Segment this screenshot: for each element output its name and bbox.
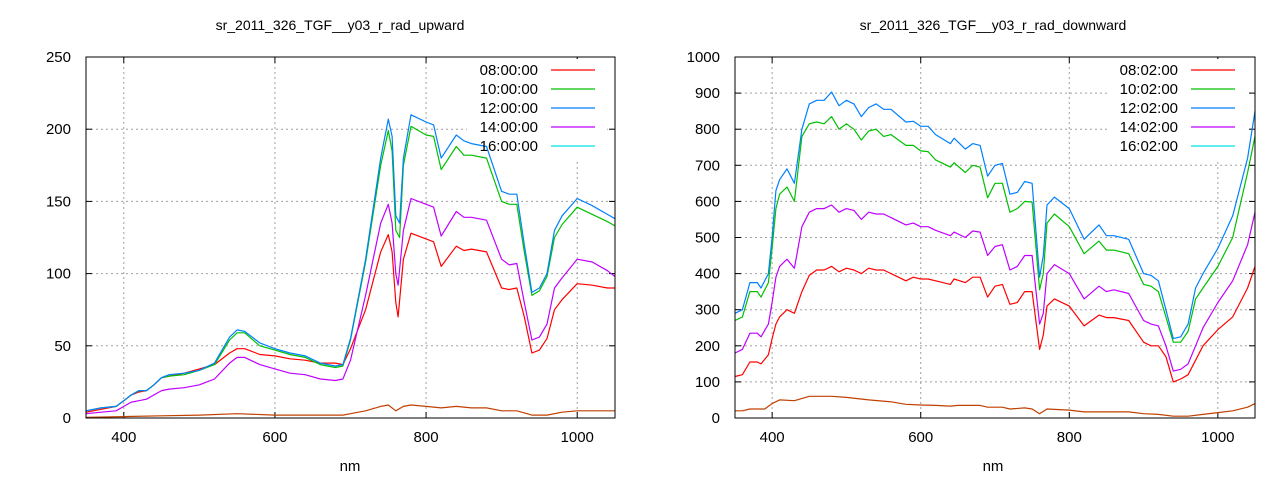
y-tick-label: 100 [695,374,720,391]
series-line-140000 [85,197,616,415]
y-tick-label: 100 [46,266,71,283]
series-line-120200 [734,91,1256,340]
y-tick-label: 500 [695,230,720,247]
y-tick-label: 0 [63,410,71,427]
series-line-120000 [85,114,616,412]
x-tick-label: 400 [760,429,785,446]
y-tick-label: 200 [695,338,720,355]
x-axis-label: nm [983,458,1004,475]
series-line-100000 [85,125,616,412]
y-tick-label: 0 [712,410,720,427]
x-tick-label: 1000 [1201,429,1234,446]
x-tick-label: 1000 [561,429,594,446]
legend-label: 16:02:00 [1120,138,1178,155]
y-tick-label: 400 [695,266,720,283]
series-line-140200 [734,204,1256,372]
x-tick-label: 800 [414,429,439,446]
plot-border [734,56,1256,419]
x-axis-label: nm [340,458,361,475]
legend-label: 08:02:00 [1120,62,1178,79]
downward-chart: sr_2011_326_TGF__y03_r_rad_downward nm 4… [687,17,1256,475]
y-tick-label: 700 [695,157,720,174]
y-tick-label: 200 [46,121,71,138]
chart-title: sr_2011_326_TGF__y03_r_rad_upward [216,17,465,33]
y-tick-label: 800 [695,121,720,138]
y-tick-label: 1000 [687,49,720,66]
series-line-100200 [734,115,1256,343]
x-tick-label: 400 [111,429,136,446]
plot-border [85,56,616,419]
x-tick-label: 800 [1057,429,1082,446]
x-tick-label: 600 [262,429,287,446]
y-tick-label: 300 [695,302,720,319]
downward-chart-panel: sr_2011_326_TGF__y03_r_rad_downward nm 4… [640,0,1280,480]
chart-title: sr_2011_326_TGF__y03_r_rad_downward [860,17,1127,33]
legend-label: 10:00:00 [480,81,538,98]
y-tick-label: 150 [46,193,71,210]
y-tick-label: 50 [54,338,71,355]
series-line-160000 [85,404,615,418]
legend-label: 08:00:00 [480,62,538,79]
legend-background [467,59,607,159]
y-tick-label: 900 [695,85,720,102]
legend-label: 12:02:00 [1120,100,1178,117]
series-line-160200 [735,395,1256,417]
legend-label: 14:02:00 [1120,119,1178,136]
legend-label: 16:00:00 [480,138,538,155]
upward-chart-panel: sr_2011_326_TGF__y03_r_rad_upward nm 400… [0,0,640,480]
legend-background [1107,59,1247,159]
upward-chart: sr_2011_326_TGF__y03_r_rad_upward nm 400… [46,17,616,475]
series-line-080200 [734,265,1256,383]
y-tick-label: 250 [46,49,71,66]
series-line-080000 [85,232,615,413]
legend-label: 14:00:00 [480,119,538,136]
y-tick-label: 600 [695,193,720,210]
legend-label: 12:00:00 [480,100,538,117]
x-tick-label: 600 [908,429,933,446]
legend-label: 10:02:00 [1120,81,1178,98]
